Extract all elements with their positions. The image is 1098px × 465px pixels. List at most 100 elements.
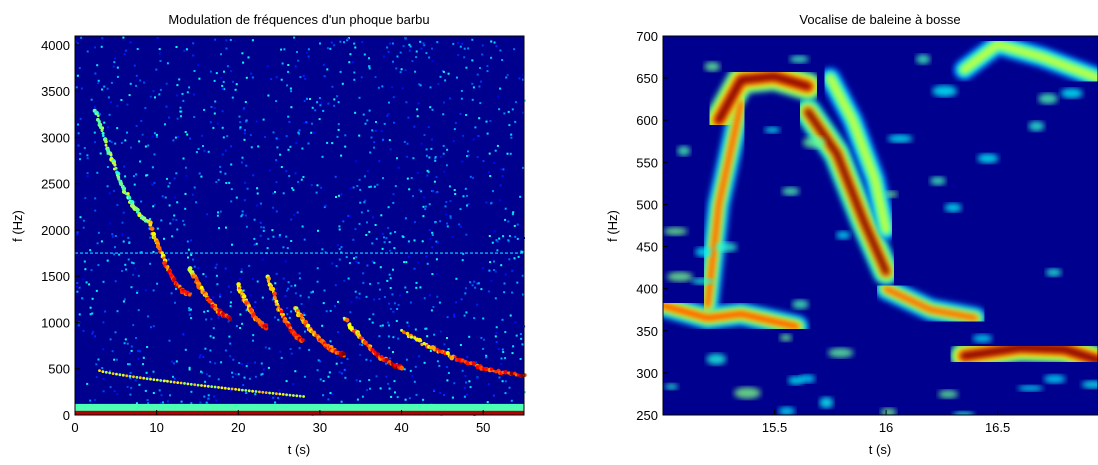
left-noise-speckle xyxy=(304,77,307,80)
left-noise-speckle xyxy=(80,87,83,90)
right-noise-blob xyxy=(1017,385,1044,392)
left-noise-speckle xyxy=(158,52,161,55)
left-noise-speckle xyxy=(459,208,462,211)
left-call-point xyxy=(468,361,473,366)
left-noise-speckle xyxy=(446,316,449,319)
left-noise-speckle xyxy=(486,132,489,135)
left-noise-speckle xyxy=(224,267,227,270)
left-noise-speckle xyxy=(413,340,416,343)
left-noise-speckle xyxy=(146,174,149,177)
left-noise-speckle xyxy=(252,339,254,342)
left-noise-speckle xyxy=(413,267,416,270)
left-noise-speckle xyxy=(108,192,111,195)
left-noise-speckle xyxy=(220,361,223,364)
left-noise-speckle xyxy=(132,324,135,327)
left-noise-speckle xyxy=(482,347,485,350)
left-noise-speckle xyxy=(378,160,381,163)
left-noise-speckle xyxy=(434,345,437,348)
left-noise-speckle xyxy=(375,121,377,123)
left-noise-speckle xyxy=(130,349,133,352)
left-noise-speckle xyxy=(172,218,175,221)
left-noise-speckle xyxy=(392,96,395,99)
left-noise-speckle xyxy=(209,121,212,124)
left-call-point xyxy=(301,338,305,342)
left-noise-speckle xyxy=(237,373,240,376)
left-noise-speckle xyxy=(168,182,171,185)
left-noise-speckle xyxy=(311,122,313,125)
left-noise-speckle xyxy=(147,227,150,230)
left-noise-speckle xyxy=(385,362,388,365)
left-noise-speckle xyxy=(124,338,127,341)
left-noise-speckle xyxy=(386,321,389,324)
right-ridge-layer xyxy=(663,302,800,330)
left-low-band-point xyxy=(101,370,105,373)
left-low-band-point xyxy=(135,375,139,379)
left-noise-speckle xyxy=(413,239,416,242)
left-noise-speckle xyxy=(116,66,119,69)
left-noise-speckle xyxy=(365,234,368,236)
left-noise-speckle xyxy=(464,375,467,377)
left-noise-speckle xyxy=(397,337,400,340)
left-low-energy-band xyxy=(75,410,524,415)
left-noise-speckle xyxy=(126,342,129,345)
left-noise-speckle xyxy=(385,237,388,240)
left-noise-speckle xyxy=(106,259,109,262)
left-noise-speckle xyxy=(142,356,145,359)
left-noise-speckle xyxy=(205,318,208,321)
left-noise-speckle xyxy=(95,363,98,366)
left-noise-speckle xyxy=(223,88,226,91)
left-noise-speckle xyxy=(203,108,206,111)
left-noise-speckle xyxy=(374,76,377,78)
right-ridge-layer xyxy=(960,344,1098,364)
right-noise-blob xyxy=(789,55,809,63)
left-call-point xyxy=(409,335,414,339)
left-noise-speckle xyxy=(485,354,488,357)
left-noise-speckle xyxy=(100,45,103,48)
right-noise-blob xyxy=(695,247,712,257)
left-noise-speckle xyxy=(94,46,96,49)
left-low-band-point xyxy=(237,388,241,392)
left-noise-speckle xyxy=(501,175,504,178)
left-noise-speckle xyxy=(406,177,409,180)
left-call-point xyxy=(113,163,117,167)
left-noise-speckle xyxy=(156,227,159,230)
left-noise-speckle xyxy=(287,148,290,151)
left-noise-speckle xyxy=(336,244,339,247)
right-ridge-layer xyxy=(804,108,890,275)
left-noise-speckle xyxy=(231,96,234,99)
left-low-band-point xyxy=(258,390,261,394)
left-noise-speckle xyxy=(215,274,218,277)
left-noise-speckle xyxy=(522,293,525,296)
left-noise-speckle xyxy=(426,262,429,265)
left-noise-speckle xyxy=(158,93,161,96)
left-noise-speckle xyxy=(171,360,174,363)
left-noise-speckle xyxy=(467,154,470,157)
left-noise-speckle xyxy=(310,131,313,134)
left-noise-speckle xyxy=(114,57,117,60)
left-noise-speckle xyxy=(386,114,389,117)
left-noise-speckle xyxy=(446,148,449,151)
left-noise-speckle xyxy=(324,204,327,207)
left-noise-speckle xyxy=(221,110,224,113)
left-noise-speckle xyxy=(82,278,85,281)
left-call-point xyxy=(419,339,423,343)
left-low-band-point xyxy=(108,371,112,375)
left-noise-speckle xyxy=(268,169,271,172)
left-low-band-point xyxy=(186,382,190,386)
left-noise-speckle xyxy=(187,256,189,259)
left-call-point xyxy=(376,352,380,357)
left-noise-speckle xyxy=(140,251,143,254)
left-noise-speckle xyxy=(452,42,455,45)
left-noise-speckle xyxy=(453,189,456,191)
left-noise-speckle xyxy=(102,348,105,351)
left-noise-speckle xyxy=(116,75,119,78)
right-noise-blob xyxy=(880,408,897,415)
left-noise-speckle xyxy=(522,74,525,76)
left-noise-speckle xyxy=(514,321,517,324)
left-noise-speckle xyxy=(371,260,374,263)
left-call-point xyxy=(514,373,518,377)
left-noise-speckle xyxy=(322,63,325,66)
right-ridge-layer xyxy=(704,100,744,309)
left-noise-speckle xyxy=(472,138,475,141)
left-noise-speckle xyxy=(185,174,188,177)
